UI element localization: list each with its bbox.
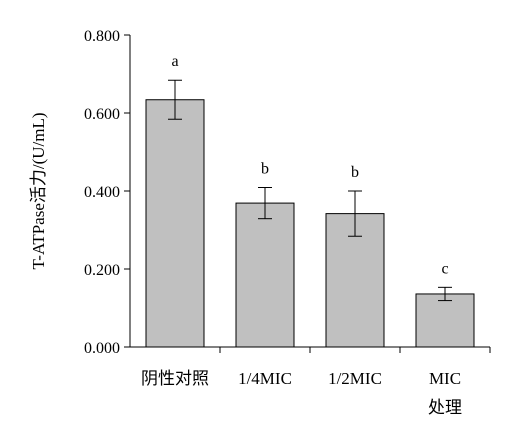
y-tick-label: 0.400 <box>84 184 120 201</box>
y-tick-label: 0.000 <box>84 340 120 357</box>
y-axis: 0.000 0.200 0.400 0.600 0.800 <box>84 28 131 357</box>
error-bars <box>168 79 452 302</box>
y-tick-label: 0.600 <box>84 106 120 123</box>
y-tick-label: 0.200 <box>84 262 120 279</box>
bar <box>145 99 205 348</box>
significance-label: c <box>441 260 448 277</box>
x-axis: 阴性对照 1/4MIC 1/2MIC MIC <box>130 346 491 388</box>
x-axis-title: 处理 <box>428 398 462 417</box>
x-tick-label: 1/4MIC <box>238 369 292 388</box>
bar <box>235 202 295 348</box>
y-tick-label: 0.800 <box>84 28 120 45</box>
x-tick-label: 阴性对照 <box>141 369 209 388</box>
y-axis-title: T-ATPase活力/(U/mL) <box>29 112 48 269</box>
significance-label: a <box>171 53 178 70</box>
significance-label: b <box>351 164 359 181</box>
bar <box>415 293 475 348</box>
x-tick-label: MIC <box>429 369 461 388</box>
significance-label: b <box>261 160 269 177</box>
x-tick-label: 1/2MIC <box>328 369 382 388</box>
bars <box>145 99 475 348</box>
significance-labels: a b b c <box>171 53 448 277</box>
